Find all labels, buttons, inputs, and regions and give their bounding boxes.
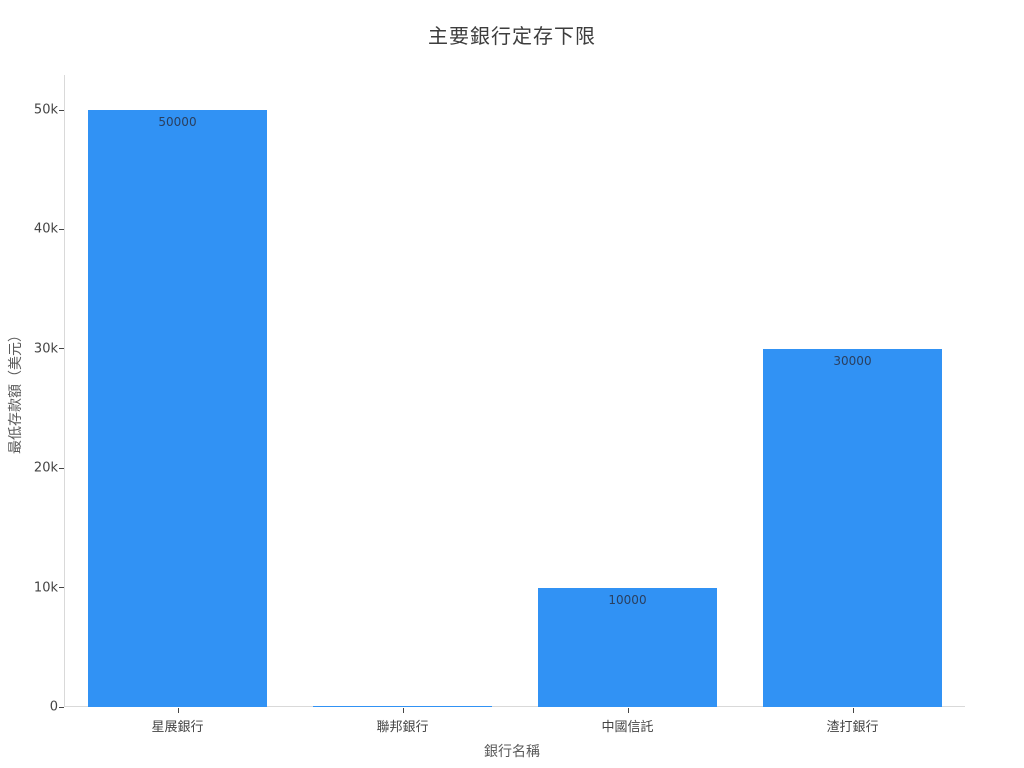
x-axis-title: 銀行名稱: [484, 744, 540, 760]
x-axis-tick-label: 星展銀行: [151, 720, 204, 735]
x-axis-tick-label: 渣打銀行: [826, 720, 879, 735]
x-axis-tick-mark: [628, 708, 629, 713]
x-axis-tick-mark: [853, 708, 854, 713]
y-axis-tick-label: 10k: [33, 580, 58, 596]
bar-value-label: 30000: [833, 354, 872, 368]
y-axis-tick-label: 40k: [33, 221, 58, 237]
x-axis-tick-mark: [403, 708, 404, 713]
bar-1: 50000: [88, 110, 267, 707]
y-axis-tick-mark: [59, 467, 64, 469]
x-axis-tick-mark: [178, 708, 179, 713]
x-axis-tick-label: 聯邦銀行: [376, 720, 429, 735]
y-axis-tick-mark: [59, 348, 64, 350]
bar-3: 10000: [538, 588, 717, 707]
y-axis-tick-mark: [59, 109, 64, 111]
bar-2: [313, 706, 492, 707]
y-axis-tick-label: 20k: [33, 460, 58, 476]
y-axis-tick-mark: [59, 706, 64, 708]
y-axis-tick-mark: [59, 587, 64, 589]
y-axis-tick-label: 50k: [33, 102, 58, 118]
y-axis-tick-label: 30k: [33, 341, 58, 357]
chart-title: 主要銀行定存下限: [428, 24, 596, 48]
bar-value-label: 50000: [158, 115, 197, 129]
x-axis-tick-label: 中國信託: [601, 720, 654, 735]
bar-4: 30000: [763, 349, 942, 707]
y-axis-tick-label: 0: [49, 699, 58, 715]
y-axis-line: [64, 75, 65, 707]
y-axis-tick-mark: [59, 228, 64, 230]
bar-value-label: 10000: [608, 593, 647, 607]
plot-area: 0 10k 20k 30k 40k 50k 50000 星展銀行 聯邦銀行 10000 中國信託 30…: [34, 75, 965, 735]
x-axis-line: [64, 706, 965, 707]
